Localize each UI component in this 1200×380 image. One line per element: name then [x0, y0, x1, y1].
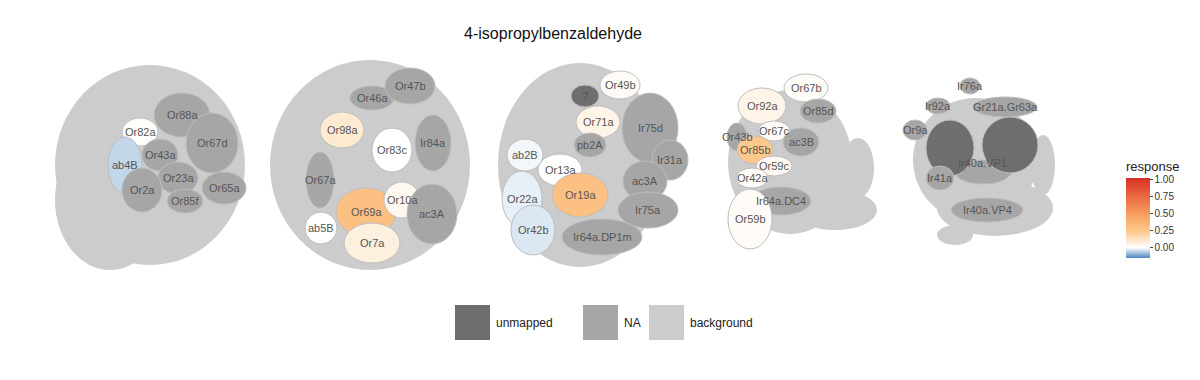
svg-text:Or69a: Or69a [351, 206, 382, 218]
svg-text:Or2a: Or2a [130, 184, 155, 196]
svg-text:Or71a: Or71a [583, 116, 614, 128]
svg-text:Or7a: Or7a [360, 237, 385, 249]
svg-text:Or42a: Or42a [737, 172, 768, 184]
svg-text:Or59c: Or59c [759, 160, 789, 172]
svg-text:Or59b: Or59b [735, 213, 766, 225]
svg-text:ac3A: ac3A [632, 175, 658, 187]
svg-text:Or42b: Or42b [518, 224, 549, 236]
svg-text:ab4B: ab4B [112, 159, 138, 171]
svg-text:Or9a: Or9a [903, 124, 928, 136]
svg-text:Or43a: Or43a [145, 149, 176, 161]
svg-text:Ir41a: Ir41a [927, 172, 953, 184]
svg-text:Or98a: Or98a [327, 124, 358, 136]
svg-text:ac3A: ac3A [419, 208, 445, 220]
svg-text:Ir75a: Ir75a [635, 204, 661, 216]
svg-text:Gr21a.Gr63a: Gr21a.Gr63a [973, 101, 1038, 113]
svg-text:0.25: 0.25 [1155, 225, 1175, 236]
svg-text:Ir75d: Ir75d [638, 122, 663, 134]
svg-text:ac3B: ac3B [789, 136, 814, 148]
svg-text:Or92a: Or92a [747, 100, 778, 112]
svg-text:Or10a: Or10a [387, 194, 418, 206]
svg-text:4-isopropylbenzaldehyde: 4-isopropylbenzaldehyde [464, 25, 642, 42]
svg-text:unmapped: unmapped [496, 316, 553, 330]
svg-text:pb2A: pb2A [577, 139, 603, 151]
svg-text:ab5B: ab5B [308, 222, 334, 234]
svg-text:Or85f: Or85f [171, 195, 199, 207]
svg-text:Or22a: Or22a [507, 193, 538, 205]
svg-text:Or43b: Or43b [722, 131, 753, 143]
svg-text:Or67b: Or67b [791, 82, 822, 94]
svg-text:Or23a: Or23a [163, 172, 194, 184]
svg-text:Or47b: Or47b [395, 80, 426, 92]
svg-text:Ir76a: Ir76a [957, 80, 983, 92]
svg-text:Or82a: Or82a [125, 126, 156, 138]
svg-text:0.75: 0.75 [1155, 191, 1175, 202]
svg-text:NA: NA [624, 316, 641, 330]
svg-text:Or85b: Or85b [740, 144, 771, 156]
svg-text:1.00: 1.00 [1155, 174, 1175, 185]
svg-text:Ir92a: Ir92a [925, 100, 951, 112]
svg-text:Or13a: Or13a [545, 164, 576, 176]
svg-text:Ir40a.VP1: Ir40a.VP1 [958, 157, 1007, 169]
svg-text:Ir64a.DC4: Ir64a.DC4 [756, 195, 806, 207]
svg-text:Or67a: Or67a [305, 174, 336, 186]
svg-text:0.00: 0.00 [1155, 242, 1175, 253]
svg-text:Ir40a.VP4: Ir40a.VP4 [963, 204, 1012, 216]
svg-text:Ir31a: Ir31a [657, 154, 683, 166]
svg-text:0.50: 0.50 [1155, 208, 1175, 219]
svg-text:Or67c: Or67c [759, 125, 789, 137]
svg-text:?: ? [582, 90, 588, 102]
svg-text:Ir64a.DP1m: Ir64a.DP1m [573, 231, 632, 243]
svg-text:Or19a: Or19a [565, 189, 596, 201]
svg-text:Or83c: Or83c [377, 144, 407, 156]
svg-text:Or65a: Or65a [209, 182, 240, 194]
svg-text:background: background [690, 316, 753, 330]
svg-text:Or88a: Or88a [167, 109, 198, 121]
svg-text:Or49b: Or49b [605, 79, 636, 91]
svg-text:ab2B: ab2B [512, 149, 538, 161]
svg-text:Or46a: Or46a [357, 92, 388, 104]
svg-text:Or85d: Or85d [803, 105, 834, 117]
svg-text:Ir84a: Ir84a [420, 137, 446, 149]
svg-text:response: response [1126, 159, 1179, 174]
svg-text:Or67d: Or67d [197, 137, 228, 149]
